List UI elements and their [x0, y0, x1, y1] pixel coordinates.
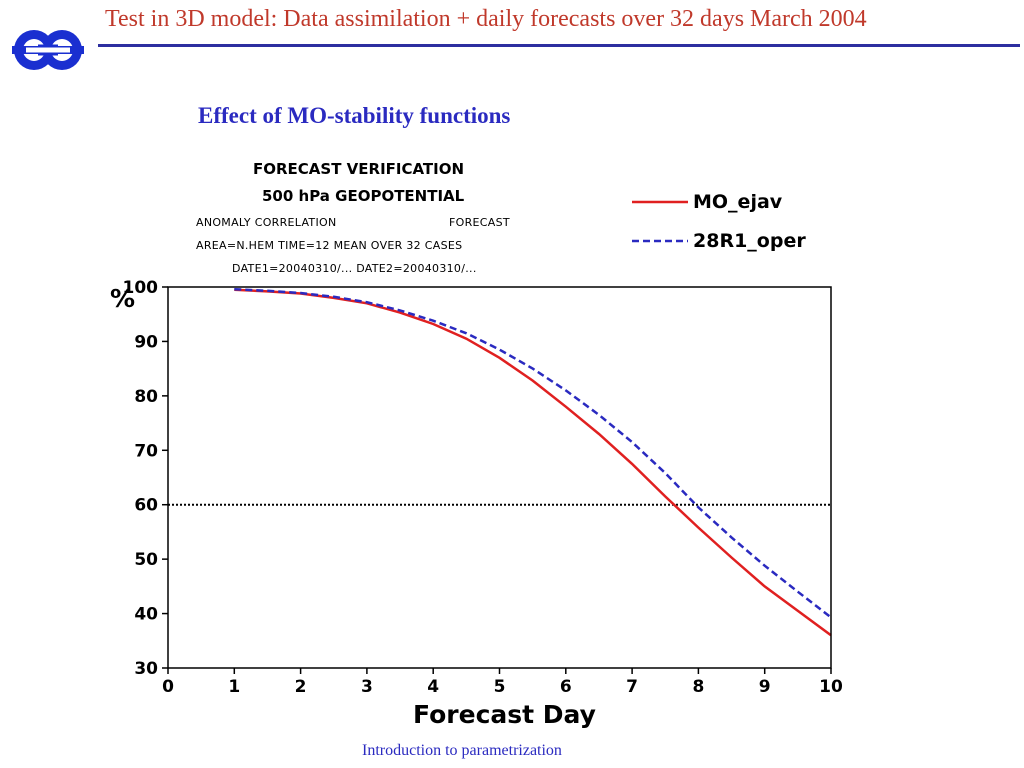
- x-tick-label: 8: [692, 677, 704, 697]
- y-tick-label: 40: [134, 605, 158, 625]
- series-line-28r1-oper: [234, 287, 832, 619]
- x-tick-label: 0: [162, 677, 174, 697]
- y-tick-label: 60: [134, 496, 158, 516]
- x-tick-label: 1: [228, 677, 240, 697]
- slide-subtitle: Effect of MO-stability functions: [198, 103, 511, 128]
- y-tick-label: 70: [134, 441, 158, 461]
- ecmwf-logo-icon: [12, 30, 84, 70]
- y-axis: 30 40 50 60 70 80 90 100: [123, 278, 168, 679]
- x-tick-label: 10: [819, 677, 843, 697]
- x-axis-title: Forecast Day: [413, 700, 596, 729]
- y-tick-label: 100: [123, 278, 159, 298]
- y-axis-title: %: [110, 284, 135, 313]
- x-tick-label: 2: [295, 677, 307, 697]
- y-tick-label: 50: [134, 550, 158, 570]
- y-tick-label: 30: [134, 659, 158, 679]
- chart-header-line-4: AREA=N.HEM TIME=12 MEAN OVER 32 CASES: [196, 239, 463, 252]
- chart-header-line-5: DATE1=20040310/... DATE2=20040310/...: [232, 262, 477, 275]
- title-rule: [98, 44, 1020, 47]
- chart-header-line-1: FORECAST VERIFICATION: [253, 160, 465, 178]
- chart-header-line-3b: FORECAST: [449, 216, 510, 229]
- x-tick-label: 6: [560, 677, 572, 697]
- x-tick-label: 9: [759, 677, 771, 697]
- slide-title: Test in 3D model: Data assimilation + da…: [105, 6, 867, 32]
- slide-footer: Introduction to parametrization: [362, 742, 562, 759]
- chart-header-line-3a: ANOMALY CORRELATION: [196, 216, 337, 229]
- x-tick-label: 7: [626, 677, 638, 697]
- x-tick-label: 3: [361, 677, 373, 697]
- series-layer: [234, 287, 832, 637]
- x-tick-label: 4: [427, 677, 439, 697]
- y-tick-label: 80: [134, 387, 158, 407]
- x-axis: 0 1 2 3 4 5 6 7 8 9 10: [162, 668, 843, 697]
- chart-legend: MO_ejav 28R1_oper: [632, 191, 806, 252]
- legend-label: 28R1_oper: [693, 230, 806, 252]
- y-tick-label: 90: [134, 332, 158, 352]
- series-line-mo-ejav: [234, 288, 832, 637]
- plot-frame: [167, 286, 832, 669]
- chart-header-line-2: 500 hPa GEOPOTENTIAL: [262, 187, 465, 205]
- x-tick-label: 5: [494, 677, 506, 697]
- legend-label: MO_ejav: [693, 191, 783, 213]
